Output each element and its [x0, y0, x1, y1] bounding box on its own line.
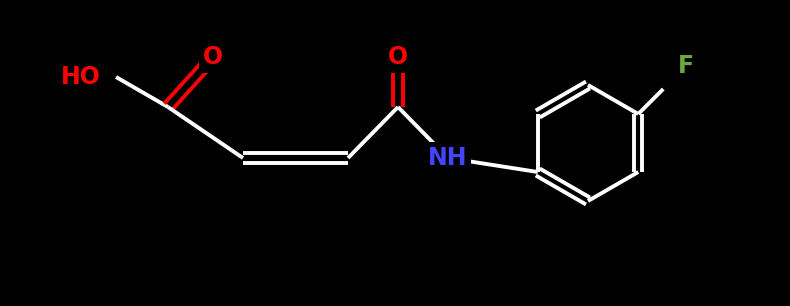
Text: O: O — [203, 45, 223, 69]
Text: NH: NH — [428, 146, 468, 170]
Text: F: F — [678, 54, 694, 78]
Text: O: O — [388, 45, 408, 69]
Text: HO: HO — [61, 65, 101, 89]
